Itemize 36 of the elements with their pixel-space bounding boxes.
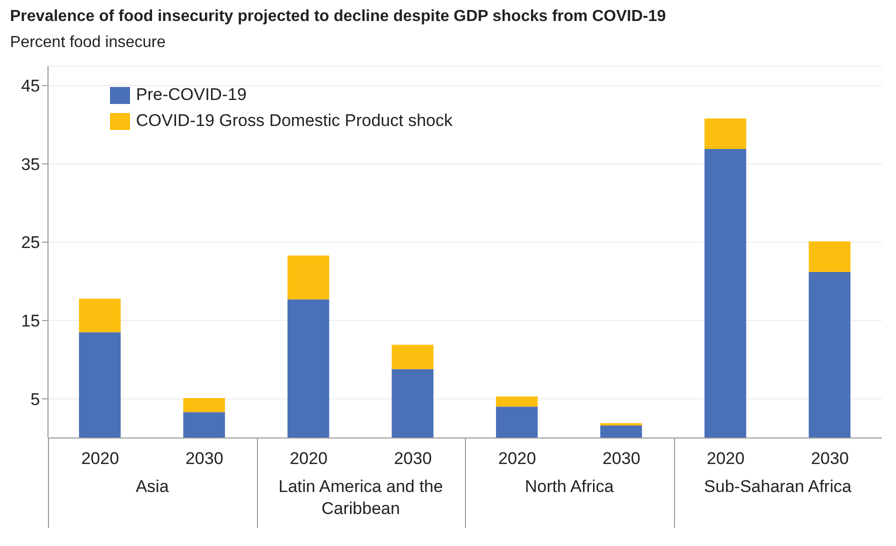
- bar: [392, 344, 434, 370]
- legend-label: Pre-COVID-19: [136, 84, 247, 106]
- legend-label: COVID-19 Gross Domestic Product shock: [136, 110, 452, 132]
- bar: [808, 272, 850, 438]
- x-tick-label: 2030: [810, 449, 849, 468]
- y-axis-title: Percent food insecure: [10, 34, 167, 52]
- bar: [704, 118, 746, 150]
- bar: [288, 299, 330, 438]
- bar: [183, 412, 225, 438]
- x-tick-label: 2020: [81, 449, 120, 468]
- text: Latin America and the Caribbean: [278, 476, 444, 520]
- text: Sub-Saharan Africa: [703, 476, 852, 498]
- bar: [392, 369, 434, 438]
- text: Asia: [134, 476, 170, 498]
- bar: [704, 149, 746, 438]
- x-tick-label: 2020: [290, 449, 328, 468]
- x-tick-label: 2020: [706, 449, 745, 468]
- bar: [808, 241, 850, 272]
- x-tick-label: 2020: [498, 449, 536, 468]
- bar: [288, 256, 330, 300]
- y-tick-label: 25: [21, 233, 40, 252]
- chart-title: Prevalence of food insecurity projected to decline despite GDP shocks from COVID-19: [10, 8, 667, 26]
- y-tick-label: 45: [21, 76, 40, 96]
- x-tick-label: 2030: [602, 449, 640, 468]
- y-tick-label: 15: [21, 312, 40, 331]
- bar: [79, 332, 121, 438]
- x-tick-label: 2030: [185, 449, 224, 468]
- bar: [183, 398, 225, 412]
- bar: [496, 406, 538, 438]
- bar: [600, 425, 642, 438]
- text: North Africa: [524, 476, 615, 498]
- y-tick-label: 35: [21, 154, 40, 174]
- bar: [79, 298, 121, 332]
- y-tick-label: 5: [30, 390, 40, 409]
- x-tick-label: 2030: [394, 449, 432, 468]
- bar: [496, 396, 538, 407]
